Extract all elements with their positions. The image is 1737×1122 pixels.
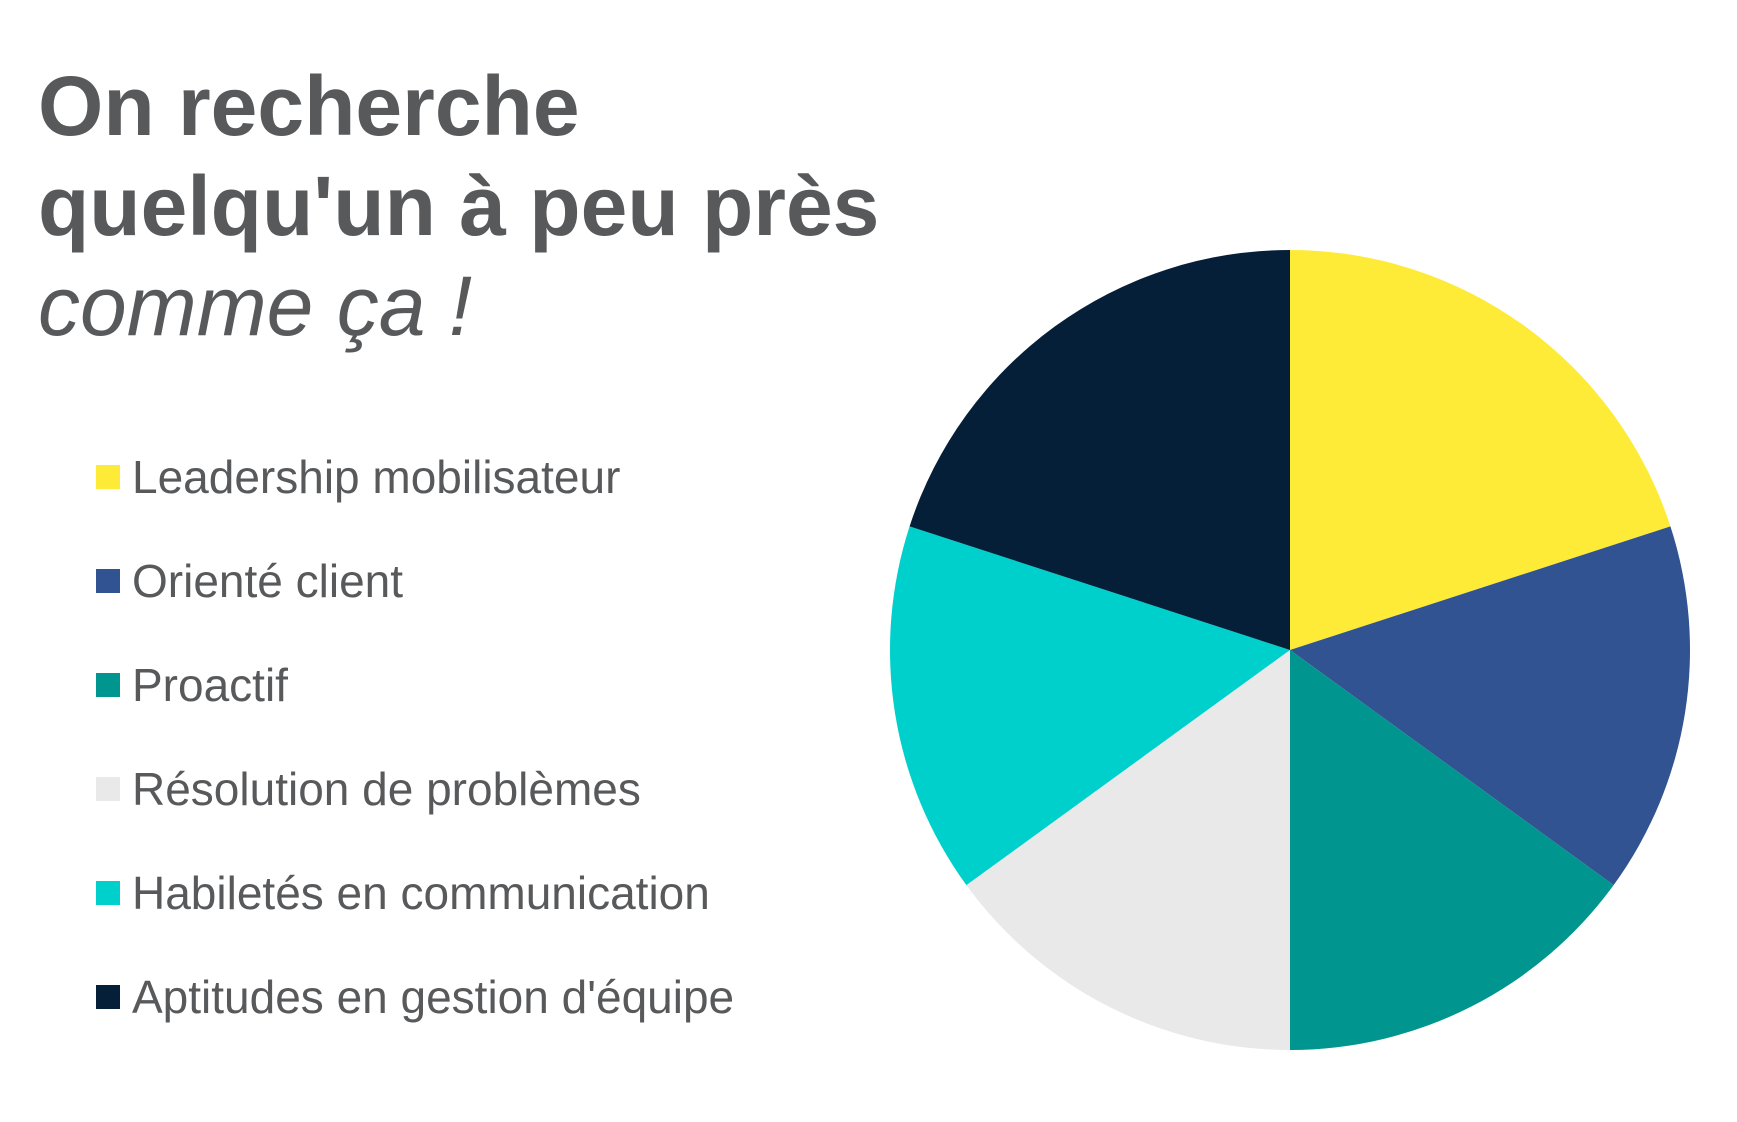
chart-legend: Leadership mobilisateur Orienté client Pro… — [96, 425, 734, 1049]
legend-swatch — [96, 569, 120, 593]
legend-item: Leadership mobilisateur — [96, 425, 734, 529]
legend-label: Orienté client — [132, 555, 404, 607]
pie-slice — [1290, 526, 1690, 886]
legend-swatch — [96, 465, 120, 489]
legend-label: Leadership mobilisateur — [132, 451, 621, 503]
legend-swatch — [96, 777, 120, 801]
legend-swatch — [96, 985, 120, 1009]
pie-slice — [1290, 650, 1614, 1050]
legend-item: Orienté client — [96, 529, 734, 633]
legend-item: Aptitudes en gestion d'équipe — [96, 945, 734, 1049]
legend-label: Résolution de problèmes — [132, 763, 641, 815]
legend-swatch — [96, 881, 120, 905]
legend-label: Proactif — [132, 659, 288, 711]
pie-slice — [966, 650, 1290, 1050]
pie-slice — [1290, 250, 1671, 650]
legend-item: Résolution de problèmes — [96, 737, 734, 841]
legend-swatch — [96, 673, 120, 697]
legend-label: Habiletés en communication — [132, 867, 710, 919]
legend-item: Proactif — [96, 633, 734, 737]
title-line-2: quelqu'un à peu près — [38, 159, 880, 253]
page-title: On recherche quelqu'un à peu près comme … — [38, 56, 879, 356]
title-line-1: On recherche — [38, 59, 580, 153]
legend-item: Habiletés en communication — [96, 841, 734, 945]
pie-chart — [890, 250, 1690, 1050]
pie-slice — [909, 250, 1290, 650]
title-line-3: comme ça ! — [38, 259, 473, 353]
pie-slice — [890, 526, 1290, 886]
legend-label: Aptitudes en gestion d'équipe — [132, 971, 735, 1023]
